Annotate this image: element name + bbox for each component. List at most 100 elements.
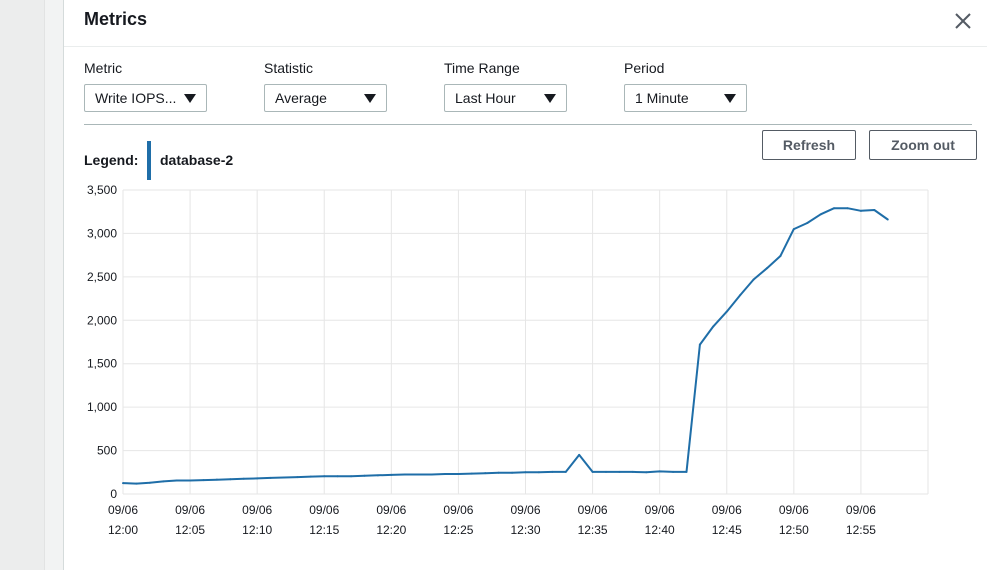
data-point bbox=[578, 453, 581, 456]
data-point bbox=[833, 207, 836, 210]
data-point bbox=[403, 473, 406, 476]
series-line-database-2 bbox=[122, 207, 889, 485]
data-point bbox=[712, 325, 715, 328]
data-point bbox=[417, 473, 420, 476]
x-tick-date-label: 09/06 bbox=[578, 503, 608, 517]
data-point bbox=[363, 474, 366, 477]
data-point bbox=[605, 470, 607, 473]
data-point bbox=[886, 218, 889, 221]
x-tick-date-label: 09/06 bbox=[443, 503, 473, 517]
metric-select[interactable]: Write IOPS... bbox=[84, 84, 207, 112]
data-point bbox=[175, 479, 178, 482]
data-point bbox=[792, 228, 795, 231]
data-point bbox=[376, 474, 379, 477]
metric-select-value: Write IOPS... bbox=[95, 90, 177, 106]
data-point bbox=[148, 481, 151, 484]
zoom-out-button[interactable]: Zoom out bbox=[869, 130, 977, 160]
y-tick-label: 1,000 bbox=[87, 400, 117, 414]
period-select[interactable]: 1 Minute bbox=[624, 84, 747, 112]
data-point bbox=[430, 473, 433, 476]
data-point bbox=[859, 209, 862, 212]
time-range-select[interactable]: Last Hour bbox=[444, 84, 567, 112]
legend-label: Legend: bbox=[84, 152, 139, 168]
y-tick-label: 3,000 bbox=[87, 226, 117, 240]
data-point bbox=[269, 476, 272, 479]
data-point bbox=[806, 222, 809, 225]
statistic-control: Statistic Average bbox=[264, 60, 387, 112]
data-point bbox=[457, 473, 460, 476]
legend-entry: database-2 bbox=[160, 152, 234, 168]
x-tick-date-label: 09/06 bbox=[309, 503, 339, 517]
x-tick-time-label: 12:10 bbox=[242, 523, 272, 537]
data-point bbox=[873, 208, 876, 211]
data-point bbox=[309, 475, 312, 478]
data-point bbox=[229, 478, 232, 481]
metrics-modal: Metrics Metric Write IOPS... Statistic A… bbox=[63, 0, 987, 570]
data-point bbox=[189, 479, 192, 482]
legend-swatch bbox=[147, 141, 151, 180]
data-point bbox=[739, 294, 742, 297]
period-label: Period bbox=[624, 60, 665, 76]
data-point bbox=[256, 477, 259, 480]
data-point bbox=[135, 482, 138, 485]
data-point bbox=[672, 470, 675, 473]
data-point bbox=[122, 482, 124, 485]
modal-header: Metrics bbox=[64, 0, 987, 47]
metrics-chart[interactable]: 0 500 1,000 1,500 2,000 2,500 3,000 3,500 09/06 1… bbox=[64, 0, 987, 570]
caret-down-icon bbox=[184, 94, 196, 103]
x-tick-time-label: 12:35 bbox=[578, 523, 608, 537]
data-point bbox=[685, 470, 688, 473]
data-point bbox=[484, 472, 487, 475]
x-tick-date-label: 09/06 bbox=[376, 503, 406, 517]
x-tick-time-label: 12:50 bbox=[779, 523, 809, 537]
data-point bbox=[202, 479, 205, 482]
x-tick-time-label: 12:30 bbox=[510, 523, 540, 537]
controls-divider bbox=[84, 124, 972, 125]
y-tick-label: 1,500 bbox=[87, 357, 117, 371]
metric-label: Metric bbox=[84, 60, 123, 76]
x-tick-date-label: 09/06 bbox=[645, 503, 675, 517]
data-point bbox=[470, 472, 473, 475]
x-tick-time-label: 12:05 bbox=[175, 523, 205, 537]
data-point bbox=[752, 278, 755, 281]
data-point bbox=[390, 473, 393, 476]
y-tick-label: 3,500 bbox=[87, 183, 117, 197]
data-point bbox=[551, 470, 554, 473]
x-tick-time-label: 12:20 bbox=[376, 523, 406, 537]
refresh-button[interactable]: Refresh bbox=[762, 130, 856, 160]
data-point bbox=[698, 343, 701, 346]
period-control: Period 1 Minute bbox=[624, 60, 747, 112]
background-page bbox=[0, 0, 64, 570]
data-point bbox=[766, 267, 768, 270]
data-point bbox=[511, 471, 514, 474]
metric-control: Metric Write IOPS... bbox=[84, 60, 207, 112]
data-point bbox=[819, 213, 822, 216]
x-tick-date-label: 09/06 bbox=[712, 503, 742, 517]
statistic-select[interactable]: Average bbox=[264, 84, 387, 112]
caret-down-icon bbox=[364, 94, 376, 103]
data-point bbox=[497, 471, 500, 474]
data-point bbox=[162, 480, 165, 483]
x-tick-date-label: 09/06 bbox=[846, 503, 876, 517]
time-range-select-value: Last Hour bbox=[455, 90, 516, 106]
data-point bbox=[631, 470, 634, 473]
statistic-label: Statistic bbox=[264, 60, 314, 76]
data-point bbox=[779, 255, 782, 258]
x-tick-date-label: 09/06 bbox=[779, 503, 809, 517]
x-tick-time-label: 12:55 bbox=[846, 523, 876, 537]
x-tick-time-label: 12:25 bbox=[443, 523, 473, 537]
modal-title: Metrics bbox=[84, 9, 148, 29]
caret-down-icon bbox=[544, 94, 556, 103]
y-tick-label: 500 bbox=[97, 444, 117, 458]
x-tick-date-label: 09/06 bbox=[510, 503, 540, 517]
time-range-control: Time Range Last Hour bbox=[444, 60, 567, 112]
x-tick-date-label: 09/06 bbox=[108, 503, 138, 517]
data-point bbox=[564, 470, 567, 473]
close-button[interactable] bbox=[950, 8, 976, 34]
x-tick-time-label: 12:15 bbox=[309, 523, 339, 537]
data-point bbox=[242, 477, 245, 480]
data-point bbox=[444, 473, 446, 476]
y-tick-label: 2,500 bbox=[87, 270, 117, 284]
data-point bbox=[846, 207, 849, 210]
data-point bbox=[215, 478, 218, 481]
